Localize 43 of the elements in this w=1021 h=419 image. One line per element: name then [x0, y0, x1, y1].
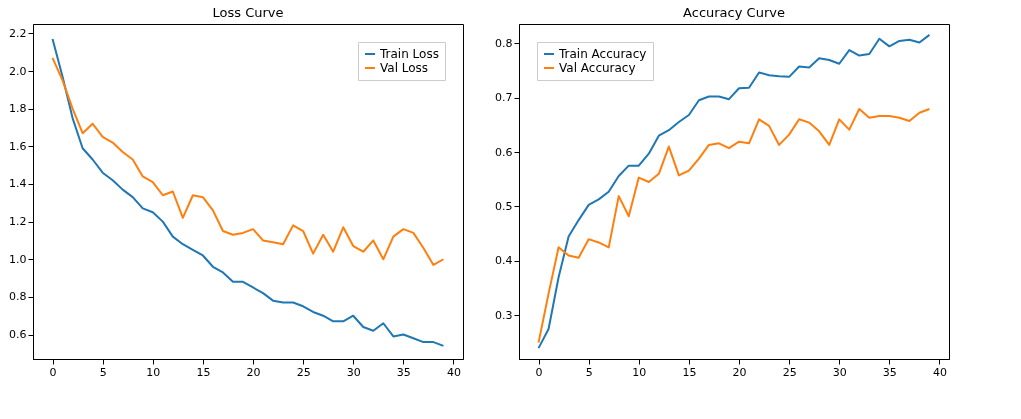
line-series [51, 38, 445, 347]
y-tick-label: 1.8 [9, 102, 27, 116]
legend-label: Val Accuracy [559, 61, 636, 75]
x-tick-label: 25 [296, 365, 311, 379]
x-tick-label: 10 [146, 365, 161, 379]
x-tick-label: 40 [932, 365, 947, 379]
y-tick-label: 0.3 [495, 308, 513, 322]
y-tick-label: 1.6 [9, 139, 27, 153]
y-tick-label: 0.6 [9, 328, 27, 342]
x-tick-label: 25 [782, 365, 797, 379]
x-tick-label: 35 [396, 365, 411, 379]
y-tick-label: 1.0 [9, 252, 27, 266]
y-tick-label: 1.2 [9, 215, 27, 229]
chart-title: Accuracy Curve [683, 5, 785, 20]
x-tick-label: 40 [446, 365, 461, 379]
y-tick-label: 0.7 [495, 91, 513, 105]
legend-label: Train Accuracy [558, 47, 647, 61]
legend-label: Val Loss [380, 61, 429, 75]
legend-label: Train Loss [379, 47, 439, 61]
line-series [537, 33, 931, 350]
x-tick-label: 30 [346, 365, 361, 379]
y-tick-label: 0.4 [495, 254, 513, 268]
x-tick-label: 5 [99, 365, 107, 379]
x-tick-label: 15 [682, 365, 697, 379]
x-tick-label: 20 [246, 365, 261, 379]
y-tick-label: 2.2 [9, 26, 27, 40]
x-tick-label: 30 [832, 365, 847, 379]
x-tick-label: 0 [535, 365, 543, 379]
x-tick-label: 15 [196, 365, 211, 379]
x-tick-label: 10 [632, 365, 647, 379]
x-tick-label: 0 [49, 365, 57, 379]
x-tick-label: 20 [732, 365, 747, 379]
y-tick-label: 0.6 [495, 145, 513, 159]
y-tick-label: 0.5 [495, 199, 513, 213]
chart-title: Loss Curve [212, 5, 284, 20]
x-tick-label: 5 [585, 365, 593, 379]
y-tick-label: 0.8 [495, 36, 513, 50]
y-tick-label: 2.0 [9, 64, 27, 78]
y-tick-label: 1.4 [9, 177, 27, 191]
line-series [537, 107, 931, 344]
y-tick-label: 0.8 [9, 290, 27, 304]
x-tick-label: 35 [882, 365, 897, 379]
line-series [51, 56, 445, 266]
